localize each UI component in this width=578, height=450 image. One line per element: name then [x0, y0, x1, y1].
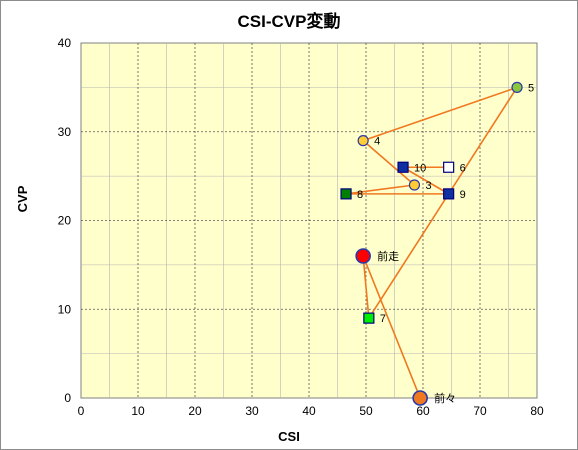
- data-point: [363, 312, 375, 324]
- chart-title: CSI-CVP変動: [238, 11, 341, 31]
- y-tick-label: 0: [64, 391, 71, 405]
- x-tick-label: 30: [245, 404, 259, 418]
- data-point: [357, 135, 369, 147]
- x-tick-label: 10: [131, 404, 145, 418]
- data-label: 7: [380, 313, 386, 325]
- data-point: [443, 161, 455, 173]
- series-line-segment: [362, 255, 370, 319]
- data-point: [408, 179, 421, 191]
- data-point: [511, 81, 523, 93]
- series-line-segment: [368, 86, 518, 319]
- x-tick-label: 60: [416, 404, 430, 418]
- y-tick-label: 20: [58, 214, 72, 228]
- data-label: 8: [357, 189, 363, 201]
- data-label: 前々: [434, 391, 456, 405]
- data-label: 3: [425, 180, 431, 192]
- tick-labels: 0 10 20 30 40 50 60 70 80 0 10 20 30 40: [58, 36, 544, 418]
- y-tick-label: 10: [58, 302, 72, 316]
- data-point: [397, 161, 409, 173]
- data-point: [412, 390, 428, 406]
- series-line-segment: [362, 86, 518, 142]
- series-line-segment: [362, 255, 421, 399]
- x-axis-label: CSI: [278, 429, 300, 444]
- data-label: 5: [528, 82, 534, 94]
- x-tick-label: 0: [78, 404, 85, 418]
- x-tick-label: 40: [302, 404, 316, 418]
- data-label: 9: [460, 189, 466, 201]
- data-point: [443, 188, 455, 200]
- grid: [81, 43, 537, 398]
- data-points: [340, 81, 523, 406]
- x-tick-label: 80: [530, 404, 544, 418]
- data-point: [340, 188, 352, 200]
- y-tick-label: 40: [58, 36, 72, 50]
- y-tick-label: 30: [58, 125, 72, 139]
- point-labels: 前々 前走 7 5 4 3 8 9 10 6: [357, 82, 534, 405]
- data-label: 4: [374, 136, 380, 148]
- data-label: 10: [414, 162, 426, 174]
- x-tick-label: 20: [188, 404, 202, 418]
- x-tick-label: 50: [359, 404, 373, 418]
- series-line-segment: [402, 166, 450, 195]
- x-tick-label: 70: [473, 404, 487, 418]
- data-label: 前走: [377, 249, 399, 263]
- connecting-lines: [345, 86, 518, 399]
- series-line-segment: [362, 140, 415, 186]
- y-axis-label: CVP: [15, 185, 30, 212]
- data-label: 6: [460, 162, 466, 174]
- data-point: [355, 248, 371, 264]
- series-line-segment: [345, 184, 415, 195]
